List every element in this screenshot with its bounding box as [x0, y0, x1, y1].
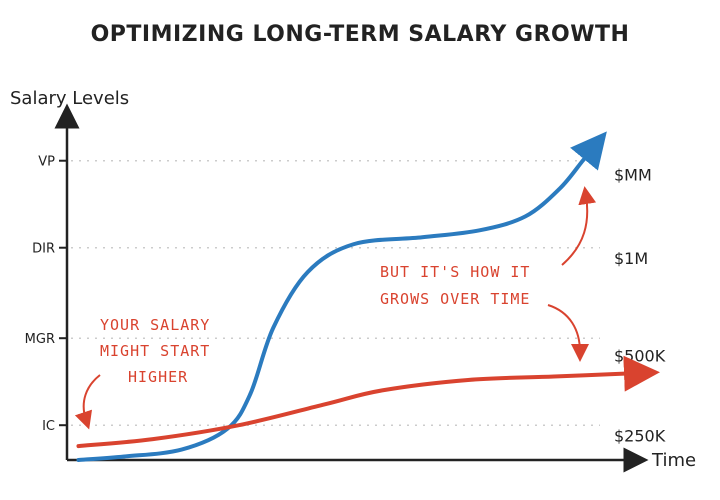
annotation-start-higher: YOUR SALARY MIGHT START HIGHER: [100, 316, 220, 386]
y-tick-label: MGR: [25, 332, 55, 347]
red-salary-line: [76, 355, 660, 449]
annotation-start-arrow: [74, 374, 101, 430]
annotation-growth-arrow-down: [547, 304, 589, 362]
x-axis-title: Time: [651, 450, 696, 471]
chart-title: OPTIMIZING LONG-TERM SALARY GROWTH: [90, 22, 630, 47]
annotation-growth-line-2: GROWS OVER TIME: [380, 290, 530, 308]
salary-amount-label: $500K: [614, 347, 666, 366]
y-tick-label: DIR: [32, 242, 55, 257]
annotation-start-line-1: YOUR SALARY: [100, 316, 210, 334]
y-tick-label: VP: [38, 155, 55, 170]
y-axis-title: Salary Levels: [10, 88, 129, 109]
salary-amount-label: $MM: [614, 166, 652, 185]
salary-amount-label: $1M: [614, 249, 648, 268]
annotation-start-line-2: MIGHT START: [100, 342, 210, 360]
grid-lines: [71, 159, 600, 426]
y-tick-label: IC: [42, 419, 55, 434]
blue-salary-line: [76, 131, 607, 462]
annotation-growth-line-1: BUT IT'S HOW IT: [380, 263, 530, 281]
salary-amount-label: $250K: [614, 427, 666, 446]
annotation-start-line-3: HIGHER: [128, 368, 188, 386]
annotation-growth: BUT IT'S HOW IT GROWS OVER TIME: [380, 263, 541, 308]
annotation-growth-arrow-up: [561, 186, 597, 266]
